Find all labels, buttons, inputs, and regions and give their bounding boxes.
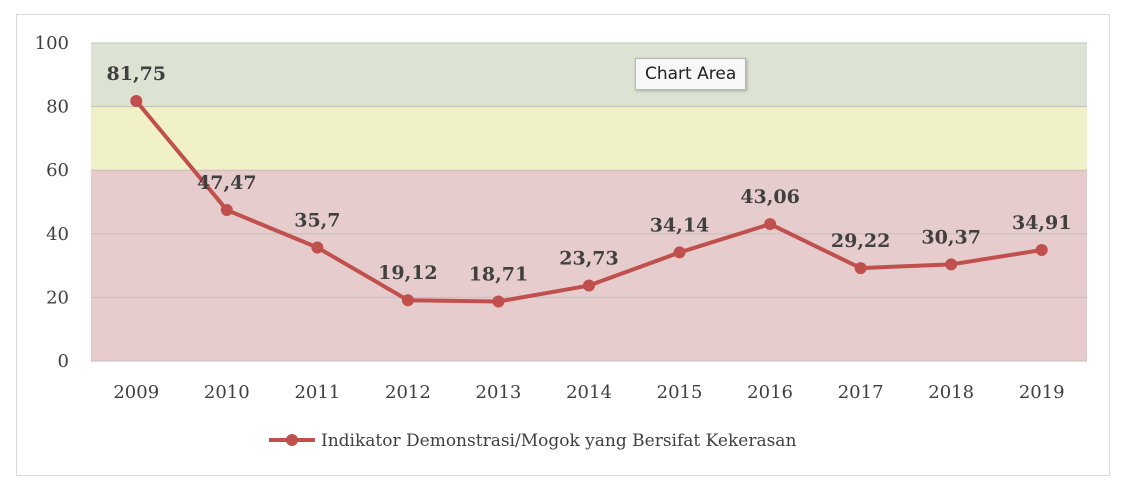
data-point[interactable] [492, 295, 505, 308]
gridlines [91, 42, 1087, 362]
data-label: 30,37 [921, 226, 981, 248]
data-label: 19,12 [378, 262, 438, 284]
chart-area[interactable]: 0 20 40 60 80 100 2009 2010 2011 2012 2013 2014 201… [16, 14, 1110, 476]
x-tick-label: 2012 [385, 382, 431, 403]
data-label: 47,47 [197, 172, 257, 194]
band-1 [91, 106, 1087, 171]
y-axis-ticks: 0 20 40 60 80 100 [35, 33, 69, 372]
data-point[interactable] [764, 218, 777, 231]
y-tick-label: 0 [58, 351, 69, 372]
x-tick-label: 2015 [657, 382, 703, 403]
y-tick-label: 40 [46, 224, 69, 245]
series-group [130, 95, 1048, 308]
data-point[interactable] [945, 258, 958, 271]
data-label: 81,75 [107, 63, 167, 85]
background-bands [91, 43, 1087, 361]
data-point[interactable] [311, 241, 324, 254]
y-tick-label: 60 [46, 160, 69, 181]
y-tick-label: 80 [46, 97, 69, 118]
data-label: 34,14 [650, 214, 710, 236]
x-tick-label: 2014 [566, 382, 612, 403]
data-point[interactable] [1035, 243, 1048, 256]
data-point[interactable] [130, 95, 143, 108]
x-tick-label: 2019 [1019, 382, 1065, 403]
band-2 [91, 43, 1087, 107]
x-tick-label: 2016 [747, 382, 793, 403]
data-label: 23,73 [559, 248, 619, 270]
data-label: 18,71 [469, 264, 529, 286]
line-chart: 0 20 40 60 80 100 2009 2010 2011 2012 2013 2014 201… [35, 33, 1087, 451]
x-tick-label: 2011 [294, 382, 340, 403]
x-tick-label: 2013 [476, 382, 522, 403]
data-point[interactable] [854, 262, 867, 275]
data-point[interactable] [401, 294, 414, 307]
y-tick-label: 20 [46, 287, 69, 308]
data-point[interactable] [220, 204, 233, 217]
data-point[interactable] [673, 246, 686, 259]
x-tick-label: 2009 [113, 382, 159, 403]
data-point[interactable] [583, 279, 595, 292]
x-tick-label: 2017 [838, 382, 884, 403]
y-tick-label: 100 [35, 33, 69, 54]
chart-area-tooltip: Chart Area [635, 58, 747, 90]
data-label: 43,06 [740, 186, 800, 208]
legend-label: Indikator Demonstrasi/Mogok yang Bersifa… [321, 431, 796, 451]
data-label: 35,7 [294, 209, 340, 231]
legend[interactable]: Indikator Demonstrasi/Mogok yang Bersifa… [269, 431, 796, 451]
x-tick-label: 2010 [204, 382, 250, 403]
x-tick-label: 2018 [928, 382, 974, 403]
data-labels: 81,75 47,47 35,7 19,12 18,71 23,73 34,14 43,06 2… [107, 63, 1072, 285]
x-axis-ticks: 2009 2010 2011 2012 2013 2014 2015 2016 2017 2018… [113, 382, 1064, 403]
legend-swatch-marker [286, 434, 298, 446]
data-label: 29,22 [831, 230, 891, 252]
data-label: 34,91 [1012, 212, 1072, 234]
